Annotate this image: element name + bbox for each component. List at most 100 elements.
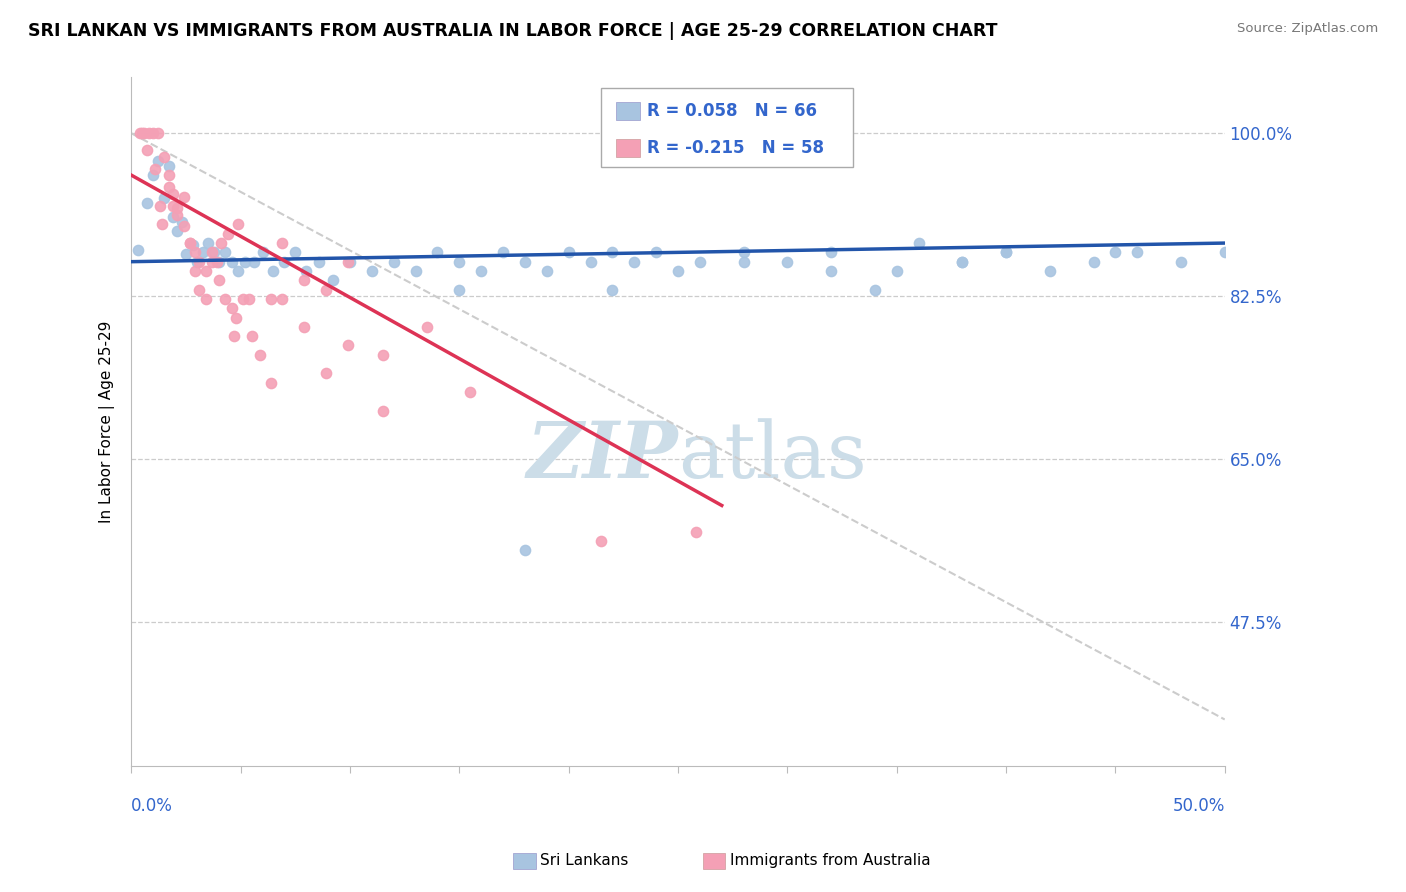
Point <box>145 161 167 176</box>
Point <box>308 254 330 268</box>
Point <box>166 208 188 222</box>
Point <box>194 264 217 278</box>
Point <box>173 219 195 234</box>
Point <box>157 180 180 194</box>
Text: Immigrants from Australia: Immigrants from Australia <box>730 854 931 868</box>
Point <box>470 264 492 278</box>
Point <box>214 245 236 260</box>
Point <box>536 264 558 278</box>
Point <box>271 235 294 250</box>
Point <box>238 292 260 306</box>
Point <box>129 126 152 140</box>
Point <box>150 218 173 232</box>
Point <box>233 254 256 268</box>
Point <box>173 189 195 203</box>
Point <box>371 348 394 362</box>
Point <box>1170 254 1192 268</box>
Point <box>260 376 283 390</box>
Point <box>685 524 707 539</box>
Point <box>336 338 359 352</box>
Point <box>131 126 153 140</box>
Point <box>157 168 180 182</box>
Point <box>228 264 250 278</box>
Point <box>205 254 228 268</box>
Point <box>602 245 624 260</box>
Point <box>405 264 427 278</box>
Point <box>907 235 929 250</box>
Point <box>339 254 361 268</box>
Point <box>221 254 243 268</box>
Point <box>513 254 536 268</box>
Point <box>197 235 219 250</box>
Point <box>315 367 337 381</box>
Point <box>146 126 169 140</box>
Point <box>249 348 271 362</box>
Point <box>179 235 201 250</box>
Point <box>208 254 231 268</box>
Point <box>214 292 236 306</box>
Point <box>382 254 405 268</box>
Point <box>513 543 536 558</box>
Point <box>232 292 254 306</box>
Point <box>284 245 307 260</box>
Point <box>292 319 315 334</box>
Point <box>225 310 247 325</box>
Text: Sri Lankans: Sri Lankans <box>540 854 628 868</box>
Point <box>157 159 180 173</box>
Point <box>186 254 208 268</box>
Point <box>153 191 176 205</box>
Point <box>162 199 184 213</box>
Point <box>336 254 359 268</box>
Text: atlas: atlas <box>678 418 866 494</box>
Point <box>557 245 579 260</box>
Point <box>204 245 226 260</box>
Point <box>221 301 243 316</box>
Point <box>201 254 224 268</box>
Point <box>193 245 215 260</box>
Point <box>315 283 337 297</box>
Point <box>142 168 165 182</box>
Point <box>135 196 157 211</box>
Point <box>127 243 149 257</box>
FancyBboxPatch shape <box>616 103 640 120</box>
Point <box>458 384 481 399</box>
Point <box>224 329 246 343</box>
Point <box>166 201 188 215</box>
Text: SRI LANKAN VS IMMIGRANTS FROM AUSTRALIA IN LABOR FORCE | AGE 25-29 CORRELATION C: SRI LANKAN VS IMMIGRANTS FROM AUSTRALIA … <box>28 22 998 40</box>
Point <box>138 126 160 140</box>
Point <box>820 264 842 278</box>
Point <box>415 319 437 334</box>
Point <box>162 210 184 224</box>
Point <box>146 154 169 169</box>
Point <box>733 254 755 268</box>
Point <box>1039 264 1062 278</box>
Point <box>142 126 165 140</box>
Point <box>666 264 689 278</box>
Point <box>252 245 274 260</box>
Point <box>263 264 285 278</box>
Point <box>174 247 197 261</box>
Point <box>1126 245 1149 260</box>
Point <box>273 254 295 268</box>
Text: R = 0.058   N = 66: R = 0.058 N = 66 <box>647 103 817 120</box>
Point <box>162 186 184 201</box>
Point <box>645 245 668 260</box>
Point <box>1104 245 1126 260</box>
Point <box>689 254 711 268</box>
Point <box>188 283 211 297</box>
Point <box>181 238 204 252</box>
Point <box>188 254 211 268</box>
Point <box>579 254 602 268</box>
Point <box>371 403 394 417</box>
Point <box>271 292 294 306</box>
Point <box>776 254 799 268</box>
Point <box>295 264 318 278</box>
Point <box>228 218 250 232</box>
Point <box>950 254 973 268</box>
Text: Source: ZipAtlas.com: Source: ZipAtlas.com <box>1237 22 1378 36</box>
Point <box>184 264 207 278</box>
Point <box>292 273 315 287</box>
Point <box>950 254 973 268</box>
Point <box>179 235 201 250</box>
Point <box>260 292 283 306</box>
